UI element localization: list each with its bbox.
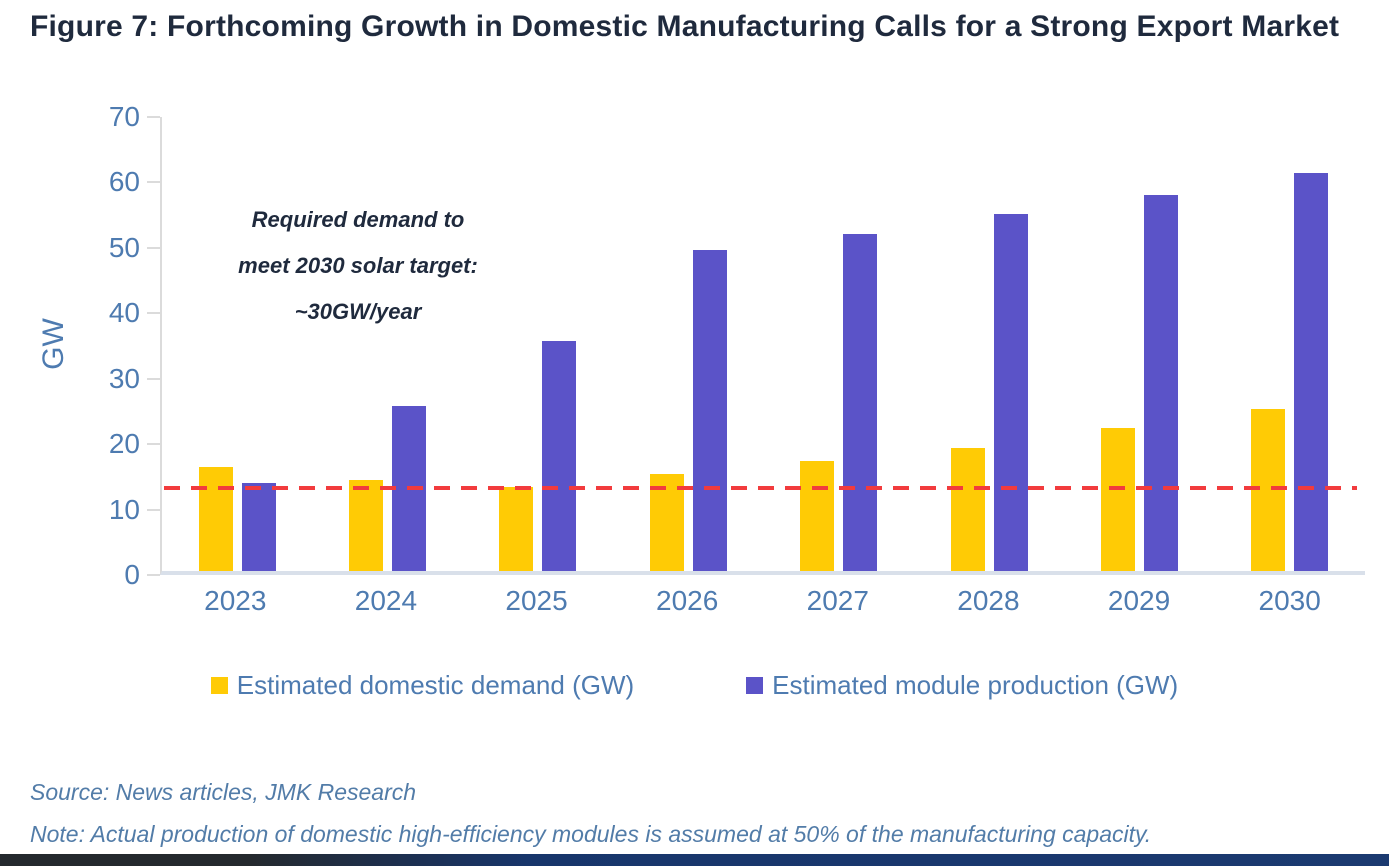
y-tick-label-60: 60	[108, 166, 140, 198]
y-tick-mark-50	[147, 246, 160, 249]
x-axis-labels: 2023 2024 2025 2026 2027 2028 2029 2030	[160, 585, 1365, 617]
bar-2029-estimated-module-production-gw	[1143, 194, 1178, 571]
bar-2025-estimated-module-production-gw	[542, 340, 577, 571]
note-text: Note: Actual production of domestic high…	[30, 821, 1152, 847]
bar-group-2023	[162, 117, 312, 571]
y-tick-label-10: 10	[108, 493, 140, 525]
bar-group-2027	[764, 117, 914, 571]
x-axis-label-2030: 2030	[1258, 585, 1321, 616]
bar-series-container	[162, 117, 1365, 571]
x-axis-label-2026: 2026	[656, 585, 719, 616]
y-tick-label-0: 0	[124, 559, 140, 590]
x-axis-label-2023: 2023	[204, 585, 267, 616]
legend-swatch-icon	[746, 676, 764, 694]
bar-2025-estimated-domestic-demand-gw	[499, 486, 534, 571]
bar-2028-estimated-domestic-demand-gw	[950, 447, 985, 571]
bar-2026-estimated-module-production-gw	[692, 249, 727, 571]
bar-group-2029	[1064, 117, 1214, 571]
bar-2029-estimated-domestic-demand-gw	[1100, 428, 1135, 571]
legend-label: Estimated module production (GW)	[772, 669, 1179, 700]
y-tick-mark-10	[147, 508, 160, 511]
x-axis-label-2024: 2024	[354, 585, 418, 616]
x-axis-label-2029: 2029	[1107, 585, 1171, 616]
y-tick-label-20: 20	[108, 428, 140, 460]
reference-line	[164, 485, 1357, 490]
x-axis-label-2027: 2027	[806, 585, 869, 616]
y-axis-title: GW	[37, 318, 70, 370]
bar-group-2030	[1215, 117, 1365, 571]
plot-area: GW Required demand to meet 2030 solar ta…	[37, 101, 1365, 590]
bar-2028-estimated-module-production-gw	[993, 214, 1028, 571]
bar-2023-estimated-domestic-demand-gw	[198, 467, 233, 571]
bar-2027-estimated-module-production-gw	[843, 233, 878, 571]
annotation-line-2: meet 2030 solar target:	[238, 253, 478, 278]
bar-group-2025	[463, 117, 613, 571]
y-tick-label-70: 70	[108, 101, 140, 132]
y-tick-mark-0	[147, 574, 160, 576]
bar-group-2026	[613, 117, 763, 571]
bar-2023-estimated-module-production-gw	[241, 483, 276, 571]
y-tick-mark-70	[147, 116, 160, 118]
figure-title: Figure 7: Forthcoming Growth in Domestic…	[30, 10, 1340, 43]
bar-2026-estimated-domestic-demand-gw	[649, 473, 684, 571]
legend-swatch-icon	[210, 676, 228, 694]
y-tick-label-40: 40	[108, 297, 140, 329]
legend-item-estimated-module-production-gw: Estimated module production (GW)	[746, 670, 1178, 701]
y-tick-mark-40	[147, 312, 160, 315]
chart-annotation: Required demand to meet 2030 solar targe…	[220, 197, 496, 335]
chart-legend: Estimated domestic demand (GW) Estimated …	[0, 664, 1389, 706]
legend-item-estimated-domestic-demand-gw: Estimated domestic demand (GW)	[210, 669, 635, 701]
bar-group-2024	[312, 117, 462, 571]
source-text: Source: News articles, JMK Research	[30, 779, 417, 805]
y-tick-mark-20	[147, 443, 160, 446]
annotation-line-3: ~30GW/year	[294, 299, 422, 324]
x-axis-label-2025: 2025	[505, 585, 568, 616]
y-tick-label-30: 30	[108, 362, 140, 394]
bar-2030-estimated-domestic-demand-gw	[1251, 408, 1286, 571]
y-tick-mark-30	[147, 377, 160, 380]
footer-bar	[0, 854, 1389, 866]
bar-2030-estimated-module-production-gw	[1294, 173, 1329, 571]
bar-group-2028	[914, 117, 1064, 571]
annotation-line-1: Required demand to	[251, 207, 465, 232]
y-tick-mark-60	[147, 181, 160, 184]
y-tick-label-50: 50	[108, 231, 140, 263]
bar-2024-estimated-domestic-demand-gw	[349, 480, 384, 571]
bar-2027-estimated-domestic-demand-gw	[800, 460, 835, 571]
x-axis-label-2028: 2028	[957, 585, 1020, 616]
legend-label: Estimated domestic demand (GW)	[236, 669, 635, 700]
